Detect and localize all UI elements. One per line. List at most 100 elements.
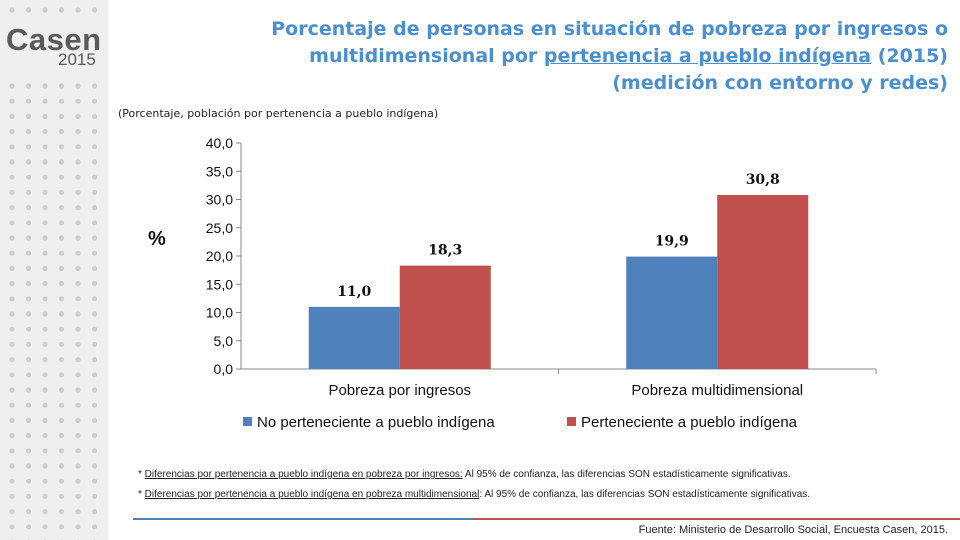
- dot: [58, 7, 65, 13]
- legend-swatch: [243, 417, 252, 426]
- dot: [75, 296, 81, 302]
- dot: [25, 493, 32, 499]
- dot: [58, 524, 65, 530]
- bar: [308, 306, 400, 369]
- dot: [9, 7, 15, 13]
- dot: [42, 341, 48, 347]
- dot: [42, 296, 48, 302]
- legend-swatch: [567, 417, 576, 426]
- dot: [75, 205, 81, 211]
- dot: [42, 250, 48, 256]
- dot: [91, 433, 98, 439]
- dot: [75, 281, 81, 287]
- dot: [9, 220, 15, 226]
- dot: [91, 341, 98, 347]
- dot: [9, 235, 15, 241]
- dot: [91, 98, 98, 104]
- y-tick-label: 15,0: [206, 276, 233, 292]
- dot: [58, 448, 65, 454]
- dot-pattern: [9, 7, 98, 540]
- dot: [75, 357, 81, 363]
- dot: [25, 509, 32, 515]
- legend-label: Perteneciente a pueblo indígena: [581, 414, 798, 431]
- dot: [91, 159, 98, 165]
- dot: [91, 493, 98, 499]
- dot: [9, 357, 15, 363]
- dot: [58, 357, 65, 363]
- dot: [58, 220, 65, 226]
- dot: [9, 174, 15, 180]
- dot: [58, 341, 65, 347]
- dot: [91, 7, 98, 13]
- dot: [42, 448, 48, 454]
- dot: [9, 387, 15, 393]
- dot: [58, 98, 65, 104]
- dot: [42, 357, 48, 363]
- dot: [25, 341, 32, 347]
- dot: [42, 372, 48, 378]
- dot: [58, 509, 65, 515]
- dot: [9, 205, 15, 211]
- y-tick-label: 5,0: [214, 333, 234, 349]
- footnote-income: * Diferencias por pertenencia a pueblo i…: [138, 469, 934, 480]
- data-label: 11,0: [337, 284, 371, 300]
- dot: [75, 7, 81, 13]
- dot: [91, 174, 98, 180]
- y-tick-label: 25,0: [206, 220, 233, 236]
- dot: [25, 311, 32, 317]
- x-tick-label: Pobreza multidimensional: [631, 382, 803, 399]
- dot: [58, 402, 65, 408]
- dot: [42, 265, 48, 271]
- dot: [25, 296, 32, 302]
- dot: [91, 83, 98, 89]
- dot: [58, 433, 65, 439]
- dot: [9, 493, 15, 499]
- dot: [75, 250, 81, 256]
- dot: [9, 372, 15, 378]
- dot: [25, 250, 32, 256]
- dot: [42, 144, 48, 150]
- dot: [9, 83, 15, 89]
- dot: [9, 250, 15, 256]
- dot: [75, 129, 81, 135]
- dot: [42, 220, 48, 226]
- dot: [75, 220, 81, 226]
- dot: [9, 265, 15, 271]
- dot: [58, 205, 65, 211]
- dot: [58, 83, 65, 89]
- dot: [42, 83, 48, 89]
- dot: [75, 387, 81, 393]
- dot: [9, 189, 15, 195]
- legend-label: No perteneciente a pueblo indígena: [257, 414, 495, 431]
- dot: [9, 509, 15, 515]
- dot: [91, 417, 98, 423]
- dot: [9, 326, 15, 332]
- dot: [25, 113, 32, 119]
- dot: [42, 281, 48, 287]
- dot: [91, 205, 98, 211]
- dot: [25, 83, 32, 89]
- dot: [25, 402, 32, 408]
- footnote-multi-rest: : Al 95% de confianza, las diferencias S…: [479, 489, 811, 500]
- dot: [91, 235, 98, 241]
- dot: [58, 144, 65, 150]
- dot: [42, 326, 48, 332]
- dot: [9, 402, 15, 408]
- dot: [75, 311, 81, 317]
- dot: [91, 189, 98, 195]
- dot: [42, 98, 48, 104]
- dot: [42, 174, 48, 180]
- dot: [25, 265, 32, 271]
- x-tick-label: Pobreza por ingresos: [328, 382, 471, 399]
- dot: [58, 113, 65, 119]
- dot: [25, 478, 32, 484]
- dot: [75, 265, 81, 271]
- dot: [9, 296, 15, 302]
- bar: [626, 256, 718, 369]
- dot: [75, 493, 81, 499]
- footnote-income-underlined: Diferencias por pertenencia a pueblo ind…: [144, 469, 463, 480]
- dot: [58, 174, 65, 180]
- dot: [75, 235, 81, 241]
- dot: [42, 433, 48, 439]
